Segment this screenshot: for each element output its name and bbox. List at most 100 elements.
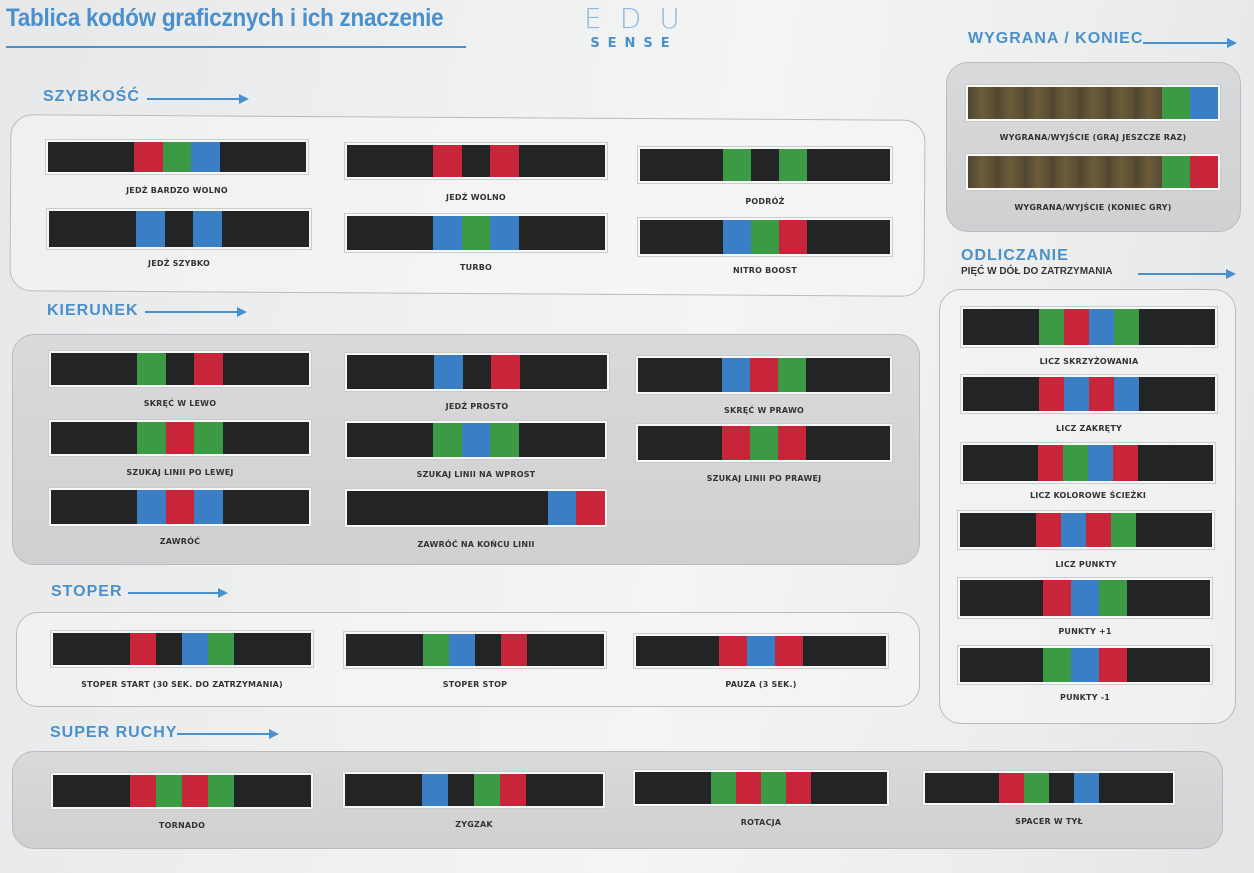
code-segment <box>251 422 281 454</box>
color-code-strip <box>344 142 608 180</box>
code-segment <box>1106 156 1135 188</box>
code-segment <box>722 426 750 460</box>
code-segment <box>285 775 311 807</box>
color-code-strip <box>344 213 608 253</box>
code-segment <box>774 636 803 666</box>
code-segment <box>375 491 405 525</box>
code-segment <box>1123 773 1149 803</box>
code-segment <box>461 423 491 457</box>
edu-sense-logo: EDU SENSE <box>570 2 698 52</box>
code-segment <box>474 634 501 666</box>
code-segment <box>802 636 831 666</box>
code-segment <box>79 490 109 524</box>
code-segment <box>551 774 578 806</box>
code-segment <box>473 774 500 806</box>
code-segment <box>786 772 812 804</box>
code-segment <box>576 145 605 177</box>
code-segment <box>518 491 548 525</box>
code-segment <box>1079 87 1107 119</box>
code-segment <box>222 422 252 454</box>
code-segment <box>1190 87 1218 119</box>
code-label: SZUKAJ LINII PO LEWEJ <box>126 468 234 477</box>
code-segment <box>834 426 862 460</box>
page-title: Tablica kodów graficznych i ich znaczeni… <box>6 4 444 32</box>
code-label: JEDŹ BARDZO WOLNO <box>126 186 228 195</box>
code-segment <box>461 216 491 250</box>
code-label: ZAWRÓĆ NA KOŃCU LINII <box>417 540 535 549</box>
code-segment <box>640 149 668 181</box>
code-segment <box>371 634 398 666</box>
code-segment <box>1126 580 1155 616</box>
code-segment <box>858 636 886 666</box>
code-segment <box>280 353 309 385</box>
code-segment <box>105 142 134 172</box>
code-segment <box>576 491 605 525</box>
color-code-strip <box>344 352 610 392</box>
code-label: SPACER W TYŁ <box>1015 817 1083 826</box>
code-segment <box>136 422 166 454</box>
code-segment <box>578 355 607 389</box>
code-segment <box>638 426 666 460</box>
code-segment <box>219 142 249 172</box>
code-segment <box>1139 309 1165 345</box>
code-segment <box>547 145 577 177</box>
code-segment <box>79 422 109 454</box>
code-segment <box>576 423 605 457</box>
code-segment <box>1126 648 1155 682</box>
code-segment <box>51 422 80 454</box>
code-segment <box>925 773 950 803</box>
code-segment <box>259 633 286 665</box>
code-segment <box>1015 580 1044 616</box>
code-segment <box>1071 580 1099 616</box>
code-label: JEDŹ PROSTO <box>445 402 509 411</box>
code-label: ROTACJA <box>740 818 782 827</box>
code-segment <box>164 211 194 247</box>
code-segment <box>1154 648 1183 682</box>
logo-mark: EDU <box>584 2 698 35</box>
code-segment <box>79 353 109 385</box>
code-segment <box>49 211 78 247</box>
code-segment <box>248 142 278 172</box>
code-label: SKRĘĆ W PRAWO <box>724 406 804 415</box>
code-segment <box>1088 445 1113 481</box>
code-segment <box>806 220 835 254</box>
code-segment <box>1154 580 1183 616</box>
code-segment <box>547 491 577 525</box>
code-segment <box>660 772 686 804</box>
code-segment <box>1134 156 1163 188</box>
code-segment <box>285 633 311 665</box>
code-segment <box>963 377 989 411</box>
code-segment <box>491 355 521 389</box>
code-segment <box>834 358 862 392</box>
code-segment <box>520 355 550 389</box>
code-segment <box>165 490 195 524</box>
code-segment <box>830 636 859 666</box>
code-segment <box>861 772 887 804</box>
code-segment <box>1015 648 1044 682</box>
code-segment <box>449 634 475 666</box>
code-segment <box>1013 377 1039 411</box>
code-segment <box>222 353 252 385</box>
code-segment <box>135 211 165 247</box>
code-segment <box>222 211 252 247</box>
code-segment <box>1111 513 1137 547</box>
code-segment <box>165 422 195 454</box>
code-segment <box>346 634 372 666</box>
color-code-strip <box>957 510 1215 550</box>
code-segment <box>963 445 988 481</box>
code-segment <box>525 774 552 806</box>
code-label: WYGRANA/WYJŚCIE (KONIEC GRY) <box>1014 203 1172 212</box>
code-segment <box>988 377 1014 411</box>
code-segment <box>1051 87 1080 119</box>
code-segment <box>404 423 433 457</box>
code-segment <box>719 636 748 666</box>
code-segment <box>694 358 722 392</box>
code-segment <box>987 648 1016 682</box>
code-segment <box>156 633 182 665</box>
code-segment <box>432 423 462 457</box>
code-segment <box>960 648 988 682</box>
code-label: PUNKTY +1 <box>1058 627 1112 636</box>
code-segment <box>251 353 281 385</box>
code-label: PODRÓŻ <box>745 197 785 206</box>
code-segment <box>422 774 449 806</box>
